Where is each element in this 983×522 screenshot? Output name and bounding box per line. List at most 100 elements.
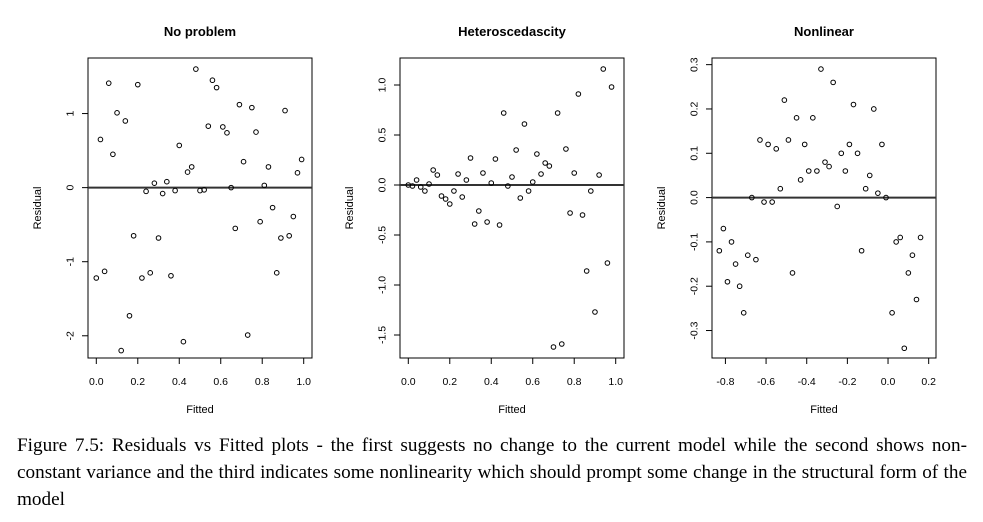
data-point xyxy=(139,275,145,281)
data-point xyxy=(866,172,873,179)
data-point xyxy=(213,84,220,91)
data-point xyxy=(286,232,292,239)
data-point xyxy=(114,110,120,116)
data-point xyxy=(534,151,540,157)
y-tick-label: -0.2 xyxy=(689,277,701,295)
data-point xyxy=(168,272,174,279)
x-tick-label: 0.6 xyxy=(525,376,540,388)
data-point xyxy=(773,146,780,152)
plot-frame xyxy=(399,57,625,359)
x-tick-label: -0.6 xyxy=(757,376,775,388)
data-point xyxy=(220,124,226,130)
data-point xyxy=(265,164,272,170)
data-point xyxy=(180,338,187,345)
data-point xyxy=(176,142,183,149)
x-tick-label: 0.0 xyxy=(881,376,896,388)
data-point xyxy=(463,177,470,183)
data-point xyxy=(413,177,420,183)
data-point xyxy=(720,225,727,232)
data-point xyxy=(451,188,457,194)
data-point xyxy=(789,270,796,276)
data-point xyxy=(261,182,268,189)
y-axis-label: Residual xyxy=(32,187,44,230)
data-point xyxy=(417,184,424,190)
data-point xyxy=(913,296,920,303)
plot-frame xyxy=(87,57,313,359)
x-tick-label: 0.8 xyxy=(567,376,582,388)
data-point xyxy=(546,163,553,169)
data-point xyxy=(126,312,133,319)
x-axis-label: Fitted xyxy=(810,404,838,416)
data-point xyxy=(842,168,849,174)
y-tick-label: 0 xyxy=(65,185,77,191)
data-point xyxy=(205,123,212,129)
data-point xyxy=(732,261,739,267)
data-point xyxy=(749,194,755,201)
x-axis-label: Fitted xyxy=(498,404,526,416)
data-point xyxy=(476,208,482,214)
data-point xyxy=(294,170,301,176)
data-point xyxy=(596,172,602,178)
data-point xyxy=(858,247,865,254)
data-point xyxy=(143,188,149,195)
data-point xyxy=(893,239,899,245)
data-point xyxy=(488,180,495,186)
data-point xyxy=(901,345,908,352)
data-point xyxy=(797,177,804,183)
data-point xyxy=(822,159,828,165)
data-point xyxy=(155,235,162,241)
data-point xyxy=(846,141,853,148)
data-point xyxy=(459,194,466,200)
data-point xyxy=(583,268,590,274)
data-point xyxy=(257,218,263,225)
data-point xyxy=(604,260,611,266)
data-point xyxy=(769,199,775,205)
data-point xyxy=(201,187,207,193)
y-tick-label: 0.0 xyxy=(377,178,389,193)
data-point xyxy=(240,158,247,165)
data-point xyxy=(101,268,108,275)
data-point xyxy=(889,310,895,316)
x-tick-label: -0.8 xyxy=(716,376,734,388)
data-point xyxy=(563,146,569,152)
data-point xyxy=(422,188,428,194)
data-point xyxy=(513,147,519,153)
data-point xyxy=(290,213,297,220)
data-point xyxy=(753,256,759,263)
data-point xyxy=(728,239,735,245)
plot-panel-3: Nonlinear Fitted Residual -0.8 -0.6 -0.4 -0.2 0… xyxy=(656,24,937,416)
data-point xyxy=(147,270,154,276)
data-point xyxy=(236,101,243,108)
data-point xyxy=(571,170,578,176)
data-point xyxy=(232,225,239,232)
data-point xyxy=(550,344,557,350)
data-point xyxy=(592,309,598,315)
data-point xyxy=(496,222,503,228)
data-point xyxy=(134,81,141,88)
data-point xyxy=(97,136,104,143)
plot-panel-2: Heteroscedascity Fitted Residual 0.0 0.2 0.4 0… xyxy=(344,24,625,416)
data-point xyxy=(521,121,528,127)
figure-caption: Figure 7.5: Residuals vs Fitted plots - … xyxy=(17,435,967,510)
data-point xyxy=(442,196,449,202)
data-point xyxy=(805,168,812,174)
data-point xyxy=(744,252,751,258)
data-point xyxy=(917,234,924,241)
x-tick-label: 1.0 xyxy=(608,376,623,388)
data-point xyxy=(905,270,912,276)
y-tick-label: -1 xyxy=(65,257,77,266)
data-point xyxy=(480,170,486,176)
data-point xyxy=(224,130,230,136)
data-point xyxy=(159,190,166,197)
x-tick-label: 0.4 xyxy=(172,376,187,388)
data-point xyxy=(484,219,490,225)
data-point xyxy=(434,172,441,178)
x-tick-label: 0.8 xyxy=(255,376,270,388)
y-tick-label: -2 xyxy=(65,331,77,340)
data-point xyxy=(500,110,507,116)
data-point xyxy=(278,235,284,241)
data-point xyxy=(854,150,861,157)
data-point xyxy=(228,184,234,191)
data-point xyxy=(883,194,889,201)
data-point xyxy=(897,234,904,241)
